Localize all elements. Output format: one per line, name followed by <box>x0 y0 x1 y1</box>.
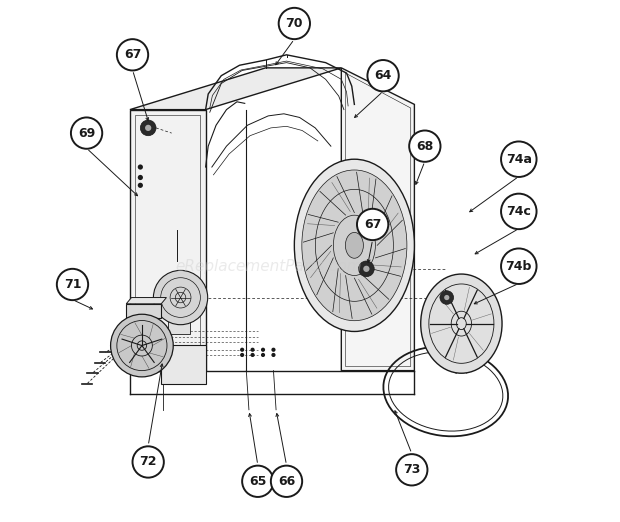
Polygon shape <box>168 318 190 334</box>
Ellipse shape <box>345 232 363 258</box>
Circle shape <box>272 353 275 357</box>
Ellipse shape <box>302 170 407 321</box>
Text: 65: 65 <box>249 475 267 488</box>
Text: 71: 71 <box>64 278 81 291</box>
Circle shape <box>250 353 255 357</box>
Ellipse shape <box>421 274 502 373</box>
Circle shape <box>57 269 88 300</box>
Polygon shape <box>130 110 206 371</box>
Polygon shape <box>126 298 166 304</box>
Polygon shape <box>342 68 414 371</box>
Circle shape <box>358 261 374 277</box>
Polygon shape <box>130 68 342 110</box>
Circle shape <box>409 130 440 162</box>
Circle shape <box>444 295 449 300</box>
Circle shape <box>250 348 255 352</box>
Circle shape <box>110 314 173 377</box>
Circle shape <box>153 270 208 325</box>
Circle shape <box>145 125 151 131</box>
Text: 67: 67 <box>124 49 141 61</box>
Text: 74a: 74a <box>506 153 532 165</box>
Text: 64: 64 <box>374 69 392 82</box>
Polygon shape <box>161 345 206 384</box>
Circle shape <box>278 8 310 39</box>
Text: 73: 73 <box>403 464 420 476</box>
Circle shape <box>357 209 388 240</box>
Circle shape <box>501 248 536 284</box>
Circle shape <box>133 446 164 478</box>
Circle shape <box>140 120 156 136</box>
Circle shape <box>138 164 143 170</box>
Circle shape <box>240 348 244 352</box>
Circle shape <box>501 194 536 229</box>
Text: 70: 70 <box>286 17 303 30</box>
Text: 72: 72 <box>140 456 157 468</box>
Circle shape <box>272 348 275 352</box>
Text: 74c: 74c <box>507 205 531 218</box>
Text: 66: 66 <box>278 475 295 488</box>
Circle shape <box>396 454 427 485</box>
Circle shape <box>261 348 265 352</box>
Circle shape <box>440 291 454 304</box>
Circle shape <box>501 141 536 177</box>
Circle shape <box>363 266 370 272</box>
Circle shape <box>368 60 399 91</box>
Circle shape <box>261 353 265 357</box>
Text: 68: 68 <box>416 140 433 152</box>
Text: 67: 67 <box>364 218 381 231</box>
Circle shape <box>138 183 143 188</box>
Circle shape <box>242 466 273 497</box>
Circle shape <box>117 39 148 70</box>
Polygon shape <box>126 304 161 318</box>
Text: 74b: 74b <box>506 260 532 272</box>
Circle shape <box>271 466 302 497</box>
Text: eReplacementParts.com: eReplacementParts.com <box>175 259 361 274</box>
Ellipse shape <box>294 159 414 331</box>
Circle shape <box>71 117 102 149</box>
Circle shape <box>240 353 244 357</box>
Circle shape <box>138 175 143 180</box>
Text: 69: 69 <box>78 127 95 139</box>
